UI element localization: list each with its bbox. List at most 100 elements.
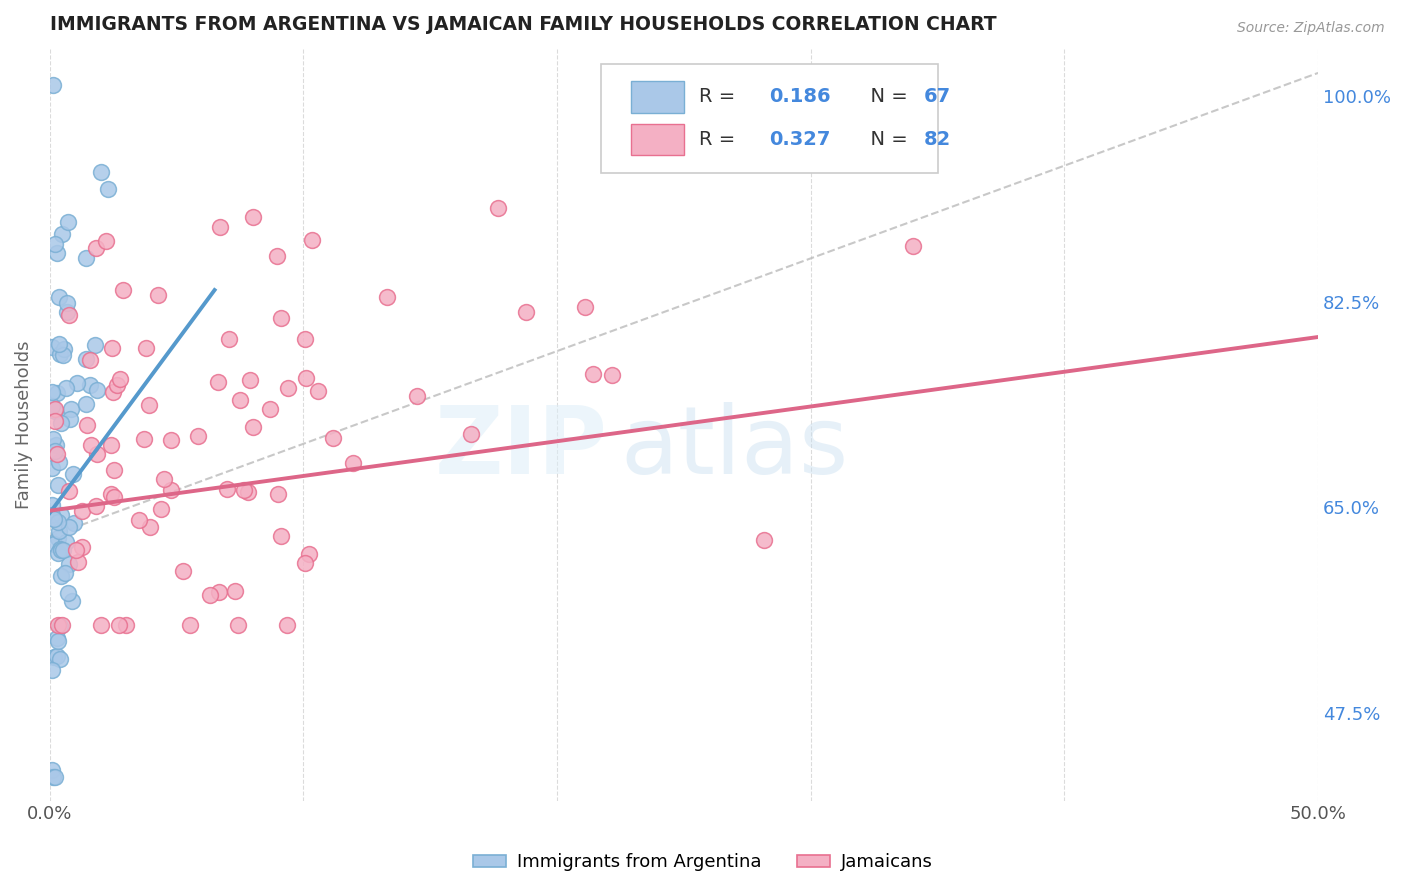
FancyBboxPatch shape xyxy=(602,64,938,173)
Point xyxy=(70,540,93,554)
Point xyxy=(41,385,63,400)
Point xyxy=(48,336,70,351)
Text: N =: N = xyxy=(858,130,914,149)
Point xyxy=(901,239,924,253)
Point xyxy=(42,78,65,92)
Point xyxy=(65,542,87,557)
Text: 0.327: 0.327 xyxy=(769,130,831,149)
Point xyxy=(172,565,194,579)
Point xyxy=(270,311,292,326)
Point xyxy=(89,617,111,632)
Point xyxy=(44,404,66,418)
FancyBboxPatch shape xyxy=(631,124,683,155)
Point xyxy=(270,529,292,543)
Point xyxy=(406,389,429,403)
Point xyxy=(59,412,82,426)
Point xyxy=(44,770,66,784)
Point xyxy=(41,763,63,777)
Point xyxy=(41,508,63,522)
Point xyxy=(207,585,229,599)
Point xyxy=(266,249,288,263)
Point xyxy=(46,447,69,461)
Point xyxy=(229,393,252,408)
Y-axis label: Family Households: Family Households xyxy=(15,341,32,509)
Point xyxy=(110,371,132,385)
Point xyxy=(52,348,75,362)
Point xyxy=(460,427,482,442)
Point xyxy=(200,589,222,603)
Point xyxy=(75,396,97,410)
Point xyxy=(42,537,65,551)
Point xyxy=(49,618,72,632)
Point xyxy=(86,447,108,461)
Point xyxy=(582,368,605,382)
Text: ZIP: ZIP xyxy=(434,401,607,493)
Point xyxy=(51,227,73,242)
Point xyxy=(45,245,67,260)
Point xyxy=(58,519,80,533)
Point xyxy=(207,375,229,389)
Point xyxy=(277,381,299,395)
Point xyxy=(153,472,176,486)
Point xyxy=(239,373,262,387)
Point xyxy=(226,617,249,632)
Point xyxy=(103,462,125,476)
Point xyxy=(105,378,128,392)
Point xyxy=(128,513,150,527)
Point xyxy=(55,534,77,549)
Point xyxy=(48,455,70,469)
Point xyxy=(217,482,239,496)
Point xyxy=(101,341,124,355)
Point xyxy=(100,487,122,501)
Point xyxy=(515,305,537,319)
Point xyxy=(224,584,246,599)
Point xyxy=(70,503,93,517)
Point xyxy=(103,490,125,504)
Point xyxy=(307,384,329,398)
Point xyxy=(112,283,135,297)
Point xyxy=(375,290,398,304)
Point xyxy=(101,384,124,399)
Text: R =: R = xyxy=(699,130,741,149)
Point xyxy=(49,542,72,557)
FancyBboxPatch shape xyxy=(631,81,683,112)
Point xyxy=(66,555,89,569)
Point xyxy=(160,433,183,447)
Point xyxy=(276,617,298,632)
Point xyxy=(79,378,101,392)
Point xyxy=(41,663,63,677)
Point xyxy=(96,235,118,249)
Point xyxy=(56,586,79,600)
Point xyxy=(46,617,69,632)
Point xyxy=(301,233,323,247)
Point xyxy=(139,519,162,533)
Point xyxy=(41,399,63,413)
Point xyxy=(49,568,72,582)
Point xyxy=(41,432,63,446)
Point xyxy=(46,546,69,560)
Point xyxy=(44,402,66,417)
Point xyxy=(46,516,69,530)
Point xyxy=(45,385,67,400)
Point xyxy=(342,456,364,470)
Point xyxy=(75,351,97,366)
Point xyxy=(187,429,209,443)
Point xyxy=(58,484,80,499)
Point xyxy=(44,414,66,428)
Point xyxy=(100,437,122,451)
Text: IMMIGRANTS FROM ARGENTINA VS JAMAICAN FAMILY HOUSEHOLDS CORRELATION CHART: IMMIGRANTS FROM ARGENTINA VS JAMAICAN FA… xyxy=(49,15,997,34)
Point xyxy=(298,547,321,561)
Text: Source: ZipAtlas.com: Source: ZipAtlas.com xyxy=(1237,21,1385,35)
Point xyxy=(49,416,72,430)
Text: atlas: atlas xyxy=(620,401,849,493)
Point xyxy=(209,220,232,235)
Text: 82: 82 xyxy=(924,130,950,149)
Point xyxy=(46,648,69,663)
Point xyxy=(63,516,86,530)
Point xyxy=(45,632,67,646)
Point xyxy=(49,541,72,556)
Point xyxy=(146,287,169,301)
Point xyxy=(59,401,82,416)
Point xyxy=(66,376,89,390)
Point xyxy=(48,524,70,538)
